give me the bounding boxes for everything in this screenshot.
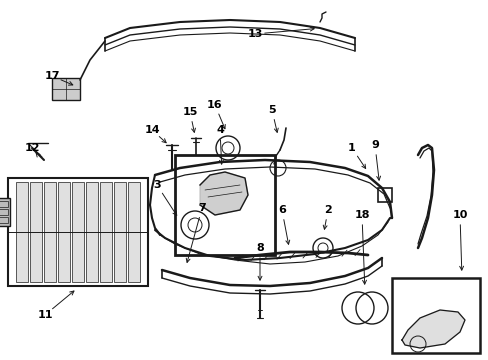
Bar [0, 217, 8, 223]
Text: 5: 5 [267, 105, 275, 115]
Bar [0, 198, 10, 226]
FancyBboxPatch shape [52, 78, 80, 100]
Text: 16: 16 [207, 100, 223, 110]
Bar [114, 182, 126, 282]
Bar [86, 182, 98, 282]
Text: 8: 8 [256, 243, 264, 253]
Bar [72, 182, 84, 282]
Text: 6: 6 [278, 205, 285, 215]
Bar [175, 155, 274, 255]
Polygon shape [401, 310, 464, 348]
Text: 14: 14 [144, 125, 160, 135]
Text: 11: 11 [37, 310, 53, 320]
Bar [0, 209, 8, 215]
Bar [30, 182, 42, 282]
Bar [100, 182, 112, 282]
Text: 17: 17 [44, 71, 60, 81]
Text: 3: 3 [153, 180, 161, 190]
Bar [128, 182, 140, 282]
Text: 4: 4 [216, 125, 224, 135]
Text: 10: 10 [451, 210, 467, 220]
Bar [0, 201, 8, 207]
Bar [44, 182, 56, 282]
Text: 15: 15 [182, 107, 197, 117]
Bar [8, 178, 148, 286]
Text: 9: 9 [370, 140, 378, 150]
Text: 12: 12 [24, 143, 40, 153]
Bar [58, 182, 70, 282]
Text: 1: 1 [347, 143, 355, 153]
Text: 2: 2 [324, 205, 331, 215]
Polygon shape [200, 172, 247, 215]
Bar [377, 188, 391, 202]
Text: 13: 13 [247, 29, 262, 39]
Bar [391, 278, 479, 353]
Text: 18: 18 [353, 210, 369, 220]
Text: 7: 7 [198, 203, 205, 213]
Bar [16, 182, 28, 282]
